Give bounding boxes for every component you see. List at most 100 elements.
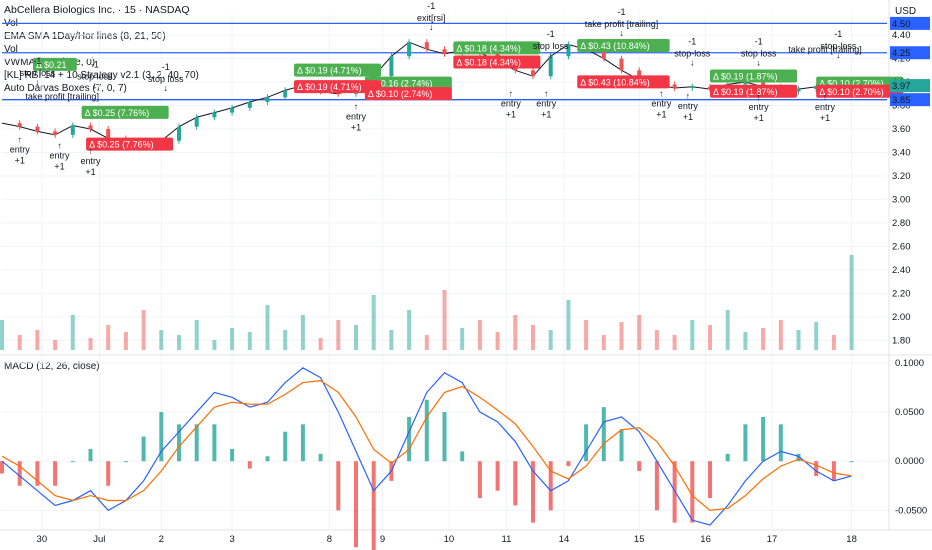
entry-arrow-icon: ↑ xyxy=(57,140,62,150)
volume-bar xyxy=(318,338,323,350)
volume-bar xyxy=(177,335,181,350)
exit-arrow-icon: ↓ xyxy=(619,28,624,38)
macd-histogram-bar xyxy=(743,424,748,462)
macd-histogram-bar xyxy=(495,461,500,491)
volume-bar xyxy=(495,332,500,350)
currency-label: USD xyxy=(895,6,917,17)
time-tick-label: 30 xyxy=(37,534,48,545)
time-tick-label: 15 xyxy=(634,534,645,545)
volume-bar xyxy=(513,315,518,350)
win-label: Δ $0.19 (4.71%) xyxy=(297,66,362,76)
exit-signal: stop loss xyxy=(533,41,569,51)
exit-arrow-icon: ↓ xyxy=(35,77,40,87)
macd-histogram-bar xyxy=(814,461,819,476)
macd-histogram-bar xyxy=(123,461,128,463)
loss-label: Δ $0.19 (1.87%) xyxy=(713,87,778,97)
indicator-ema-sma[interactable]: EMA SMA 1Day/Hor lines (8, 21, 50) xyxy=(4,31,166,42)
volume-bar xyxy=(566,300,571,350)
win-label-bg xyxy=(710,69,797,83)
entry-signal: entry xyxy=(346,112,367,122)
entry-arrow-icon: ↑ xyxy=(686,91,691,101)
candle xyxy=(265,97,270,103)
macd-histogram-bar xyxy=(371,461,376,550)
macd-histogram-bar xyxy=(584,424,589,462)
take-profit-signal: take profit [trailing] xyxy=(25,92,99,102)
win-label: Δ $0.16 (2.74%) xyxy=(368,79,433,89)
exit-arrow-icon: ↓ xyxy=(93,81,98,91)
volume-bar xyxy=(283,330,288,350)
macd-histogram-bar xyxy=(247,461,252,469)
price-tick-label: 2.60 xyxy=(892,241,911,252)
entry-signal: entry xyxy=(80,156,101,166)
indicator-darvas[interactable]: Auto Darvas Boxes (7, 0, 7) xyxy=(4,83,127,94)
volume-bar xyxy=(371,295,376,350)
win-label: Δ $0.25 (7.76%) xyxy=(85,108,150,118)
entry-count: +1 xyxy=(15,155,25,165)
volume-bar xyxy=(761,328,766,350)
volume-bar xyxy=(336,320,341,350)
entry-arrow-icon: ↑ xyxy=(659,89,664,99)
volume-bar xyxy=(194,320,199,350)
macd-histogram-bar xyxy=(70,461,75,463)
win-label-bg xyxy=(81,105,169,119)
candle xyxy=(672,84,677,88)
exit-count: -1 xyxy=(688,36,696,46)
macd-tick-label: 0.0000 xyxy=(895,456,924,467)
entry-signal: entry xyxy=(536,99,557,109)
macd-histogram-bar xyxy=(194,424,199,462)
exit-arrow-icon: ↓ xyxy=(429,22,434,32)
candle xyxy=(88,125,93,130)
signal-line xyxy=(1,379,852,511)
entry-arrow-icon: ↑ xyxy=(17,134,22,144)
macd-histogram-bar xyxy=(265,456,270,462)
indicator-vol-2[interactable]: Vol xyxy=(4,44,18,55)
win-label-bg xyxy=(364,76,452,90)
volume-bar xyxy=(159,330,164,350)
volume-bar xyxy=(477,320,482,350)
candle xyxy=(619,58,624,71)
time-tick-label: 17 xyxy=(767,534,778,545)
time-tick-label: 3 xyxy=(229,534,234,545)
exit-signal: take profit [trailing] xyxy=(585,19,659,29)
entry-count: +1 xyxy=(351,123,361,133)
macd-histogram-bar xyxy=(35,461,40,486)
entry-arrow-icon: ↑ xyxy=(354,102,359,112)
price-tick-label: 3.60 xyxy=(892,124,911,135)
loss-label: Δ $0.18 (4.34%) xyxy=(456,57,521,67)
time-tick-label: 11 xyxy=(502,534,512,545)
macd-histogram-bar xyxy=(761,416,766,462)
exit-signal: stop loss xyxy=(741,48,777,58)
entry-arrow-icon: ↑ xyxy=(756,92,761,102)
exit-count: -1 xyxy=(834,29,842,39)
candle xyxy=(601,49,606,59)
macd-label[interactable]: MACD (12, 26, close) xyxy=(4,361,100,372)
macd-histogram-bar xyxy=(442,412,447,462)
candle xyxy=(247,102,252,108)
win-label-bg xyxy=(453,41,541,55)
volume-bar xyxy=(53,340,58,350)
entry-count: +1 xyxy=(683,112,693,122)
entry-signal: entry xyxy=(749,102,770,112)
indicator-rsi-strategy[interactable]: [KL] RSI 14 + 10 Strategy v2.1 (3, 2, 40… xyxy=(4,70,199,81)
entry-count: +1 xyxy=(506,110,516,120)
time-tick-label: 14 xyxy=(559,534,570,545)
macd-histogram-bar xyxy=(690,461,695,523)
volume-bar xyxy=(354,325,358,350)
macd-histogram-bar xyxy=(354,461,358,548)
entry-count: +1 xyxy=(820,113,830,123)
price-badge-bg xyxy=(890,16,930,30)
time-tick-label: Jul xyxy=(93,534,105,545)
macd-histogram-bar xyxy=(88,448,93,462)
candle xyxy=(177,126,181,141)
macd-histogram-bar xyxy=(566,461,571,467)
loss-label: Δ $0.19 (4.71%) xyxy=(297,82,362,92)
entry-count: +1 xyxy=(54,161,64,171)
exit-signal: stop-loss xyxy=(674,48,711,58)
volume-bar xyxy=(637,315,642,350)
macd-histogram-bar xyxy=(548,461,553,511)
macd-histogram-bar xyxy=(283,431,288,462)
volume-bar xyxy=(654,330,659,350)
candle xyxy=(70,125,75,135)
macd-histogram-bar xyxy=(141,436,146,462)
